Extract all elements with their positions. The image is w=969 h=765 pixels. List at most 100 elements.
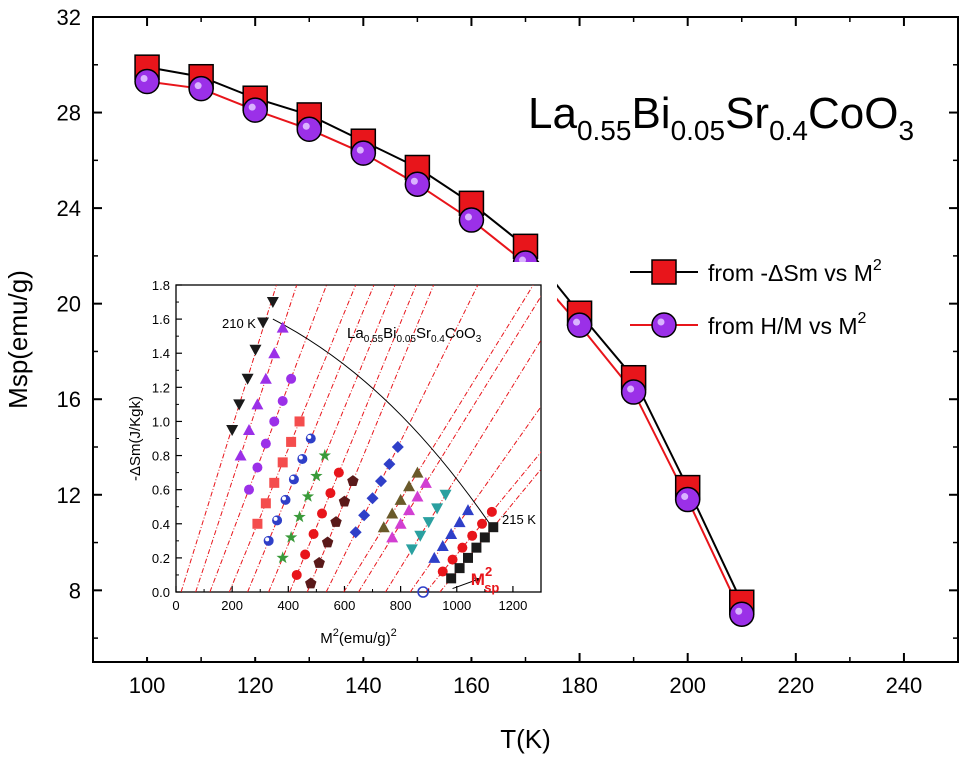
inset-series-2-point xyxy=(286,373,297,384)
inset-x-axis-title-sup: 2 xyxy=(333,627,339,639)
inset-series-4-point xyxy=(280,494,291,505)
inset-formula-subscript: 3 xyxy=(476,334,482,345)
inset-series-9-point xyxy=(411,466,424,478)
legend-marker-0 xyxy=(651,259,677,285)
inset-series-4-point xyxy=(297,453,308,464)
inset-series-6-point xyxy=(291,569,302,580)
x-tick-label: 140 xyxy=(345,673,382,698)
legend-label-1: from H/M vs M2 xyxy=(708,310,867,339)
inset-formula-part: La xyxy=(347,325,364,342)
inset-series-6-point xyxy=(333,467,344,478)
inset-series-3-point xyxy=(252,518,263,529)
inset-series-10-point xyxy=(403,504,416,516)
inset-msp-arrow xyxy=(452,577,481,590)
inset-series-0-point xyxy=(226,424,239,436)
inset-series-14-point xyxy=(488,522,499,533)
inset-series-1-point xyxy=(259,372,272,384)
inset-series-9-point xyxy=(394,493,407,505)
series-1-point-highlight xyxy=(248,103,256,111)
inset-series-5-point xyxy=(301,489,315,502)
inset-x-tick-label: 800 xyxy=(390,598,412,613)
inset-fit-line-9 xyxy=(343,285,534,592)
inset-series-2-point xyxy=(252,462,263,473)
series-1-point xyxy=(134,68,160,95)
inset-y-tick-label: 1.6 xyxy=(152,312,170,327)
series-1-point-highlight xyxy=(627,385,635,393)
inset-series-7-point xyxy=(313,557,325,568)
inset-x-axis-title-text: M xyxy=(320,630,333,647)
inset-y-tick-label: 0.0 xyxy=(152,585,170,600)
inset-series-4-point-shine xyxy=(265,537,270,542)
inset-series-0-point xyxy=(266,297,279,309)
inset-series-1-point xyxy=(251,398,264,410)
inset-series-9-point xyxy=(403,480,416,492)
formula-subscript: 0.05 xyxy=(671,115,726,146)
series-1-point xyxy=(566,312,593,338)
inset-series-1-point xyxy=(234,449,247,461)
inset-msp-label: M2 sp xyxy=(471,564,500,595)
inset-series-5-point xyxy=(310,469,323,482)
y-tick-label: 20 xyxy=(57,292,81,317)
series-1-point-highlight xyxy=(356,146,364,154)
x-tick-label: 220 xyxy=(777,673,814,698)
inset-fit-line-11 xyxy=(385,339,541,592)
series-1-point xyxy=(296,116,322,143)
inset-series-4-point xyxy=(305,433,316,444)
series-1-point-highlight xyxy=(302,122,310,130)
inset-fit-line-2 xyxy=(209,285,328,592)
inset-annotation-215K: 215 K xyxy=(502,512,536,527)
series-1-point-highlight xyxy=(735,607,743,615)
inset-series-8-point xyxy=(366,492,379,505)
inset-y-tick-label: 1.0 xyxy=(152,414,170,429)
series-1-point-highlight xyxy=(140,75,148,82)
inset-series-2-point xyxy=(260,438,271,449)
inset-series-13-point xyxy=(486,506,497,517)
legend-label-0: from -ΔSm vs M2 xyxy=(708,257,882,286)
x-tick-label: 160 xyxy=(453,673,490,698)
series-1-point-highlight xyxy=(194,82,202,90)
inset-x-axis-title: M2(emu/g)2 xyxy=(320,627,396,647)
inset-fit-line-1 xyxy=(195,285,298,592)
series-1-point-highlight xyxy=(464,213,472,221)
inset-series-3-point xyxy=(286,436,297,447)
inset-x-tick-label: 400 xyxy=(277,598,299,613)
inset-series-5-point xyxy=(284,530,298,543)
x-tick-label: 120 xyxy=(237,673,274,698)
inset-msp-label-main: M xyxy=(471,570,485,589)
inset-series-5-point xyxy=(276,551,289,564)
formula-subscript: 0.55 xyxy=(577,115,632,146)
inset-series-12-point xyxy=(453,516,466,528)
formula-subscript: 3 xyxy=(899,115,915,146)
x-tick-label: 100 xyxy=(129,673,166,698)
inset-series-0-point xyxy=(233,399,246,411)
inset-y-tick-label: 1.4 xyxy=(152,346,170,361)
inset-series-9-point xyxy=(386,507,399,519)
y-tick-label: 28 xyxy=(57,101,81,126)
inset-series-4-point xyxy=(288,474,299,485)
y-tick-label: 24 xyxy=(57,196,81,221)
inset-x-tick-label: 1000 xyxy=(442,598,471,613)
inset-series-1-point xyxy=(268,347,281,359)
series-1-point xyxy=(188,75,214,102)
inset-formula-subscript: 0.4 xyxy=(431,334,445,345)
inset-x-axis-title-sup: 2 xyxy=(391,627,397,639)
inset-series-13-point xyxy=(467,530,478,541)
inset-series-13-point xyxy=(457,542,468,553)
inset-formula-part: CoO xyxy=(445,325,476,342)
inset-series-8-point xyxy=(349,526,362,539)
inset-series-8-point xyxy=(391,441,404,454)
inset-y-tick-label: 0.4 xyxy=(152,517,170,532)
inset-formula-title: La0.55Bi0.05Sr0.4CoO3 xyxy=(347,325,482,345)
inset-x-axis-title-rest: (emu/g) xyxy=(339,630,391,647)
inset-series-14-point xyxy=(446,573,457,584)
inset-series-14-point xyxy=(454,563,465,574)
inset-series-7-point xyxy=(347,475,359,486)
inset-msp-point xyxy=(417,586,429,598)
inset-series-7-point xyxy=(330,516,342,527)
inset-y-tick-label: 0.6 xyxy=(152,483,170,498)
inset-formula-subscript: 0.05 xyxy=(397,334,417,345)
x-tick-label: 180 xyxy=(561,673,598,698)
inset-series-8-point xyxy=(374,475,387,488)
